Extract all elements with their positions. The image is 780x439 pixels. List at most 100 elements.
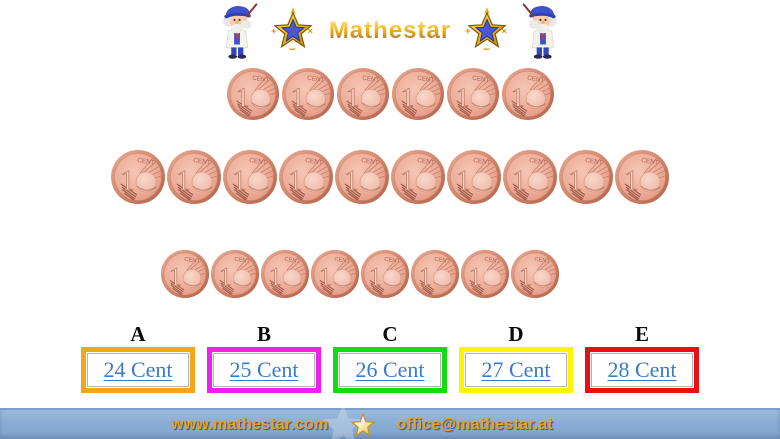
one-euro-cent-coin-icon: 1 CENT [447, 150, 501, 204]
svg-text:×: × [307, 26, 313, 37]
coin-numeral: 1 [288, 165, 303, 197]
math-star-logo-icon: + × − [271, 7, 313, 55]
coin-inscription: CENT [417, 157, 436, 167]
one-euro-cent-coin-icon: 1 CENT [510, 249, 560, 299]
coin-inscription: CENT [534, 257, 551, 265]
one-euro-cent-coin-icon: 1 CENT [360, 249, 410, 299]
coin-numeral: 1 [176, 165, 191, 197]
option-letter: C [382, 322, 398, 346]
one-euro-cent-coin-icon: 1 CENT [167, 150, 221, 204]
coin-numeral: 1 [455, 83, 469, 114]
one-euro-cent-coin-icon: 1 CENT [559, 150, 613, 204]
coin-numeral: 1 [232, 165, 247, 197]
coin-row-2: 1 CENT 1 CENT [110, 149, 670, 205]
option-label: 27 Cent [481, 357, 551, 382]
one-euro-cent-coin-icon: 1 CENT [281, 67, 334, 121]
header: + × − Mathestar + × − [0, 0, 780, 59]
option-box[interactable]: 28 Cent [585, 347, 699, 393]
svg-text:+: + [465, 26, 471, 37]
coin-inscription: CENT [641, 157, 660, 167]
coin-inscription: CENT [137, 157, 156, 167]
one-euro-cent-coin-icon: 1 CENT [223, 150, 277, 204]
coin-numeral: 1 [456, 165, 471, 197]
wizard-right-icon [522, 3, 558, 59]
coin-numeral: 1 [469, 263, 482, 292]
coin-numeral: 1 [369, 263, 382, 292]
coin-numeral: 1 [400, 83, 414, 114]
coin-inscription: CENT [473, 157, 492, 167]
coin-inscription: CENT [384, 257, 401, 265]
wizard-left-icon [222, 3, 258, 59]
one-euro-cent-coin-icon: 1 CENT [335, 150, 389, 204]
answer-option-D: D 27 Cent [459, 323, 573, 393]
coin-numeral: 1 [512, 165, 527, 197]
one-euro-cent-coin-icon: 1 CENT [446, 67, 499, 121]
coin-numeral: 1 [510, 83, 524, 114]
one-euro-cent-coin-icon: 1 CENT [260, 249, 310, 299]
star-watermark-icon [321, 403, 365, 439]
coin-inscription: CENT [184, 257, 201, 265]
one-euro-cent-coin-icon: 1 CENT [410, 249, 460, 299]
footer-content: www.mathestar.com office@mathestar.at [171, 412, 553, 437]
coin-inscription: CENT [249, 157, 268, 167]
coin-numeral: 1 [319, 263, 332, 292]
one-euro-cent-coin-icon: 1 CENT [210, 249, 260, 299]
option-letter: D [508, 322, 524, 346]
one-euro-cent-coin-icon: 1 CENT [615, 150, 669, 204]
one-euro-cent-coin-icon: 1 CENT [279, 150, 333, 204]
one-euro-cent-coin-icon: 1 CENT [160, 249, 210, 299]
option-label: 28 Cent [607, 357, 677, 382]
svg-text:−: − [289, 44, 296, 55]
one-euro-cent-coin-icon: 1 CENT [503, 150, 557, 204]
one-euro-cent-coin-icon: 1 CENT [226, 67, 279, 121]
coin-inscription: CENT [251, 75, 269, 85]
option-label: 26 Cent [355, 357, 425, 382]
coin-numeral: 1 [624, 165, 639, 197]
answer-option-C: C 26 Cent [333, 323, 447, 393]
math-star-logo-icon: + × − [465, 7, 508, 55]
one-euro-cent-coin-icon: 1 CENT [310, 249, 360, 299]
option-letter: E [634, 322, 649, 346]
coin-inscription: CENT [585, 157, 604, 167]
coin-numeral: 1 [120, 165, 135, 197]
coin-inscription: CENT [306, 75, 324, 85]
option-box[interactable]: 26 Cent [333, 347, 447, 393]
coin-inscription: CENT [361, 157, 380, 167]
coin-inscription: CENT [284, 257, 301, 265]
coin-inscription: CENT [434, 257, 451, 265]
option-letter: A [130, 322, 146, 346]
one-euro-cent-coin-icon: 1 CENT [391, 150, 445, 204]
coin-numeral: 1 [169, 263, 182, 292]
coin-inscription: CENT [526, 75, 544, 85]
coin-inscription: CENT [334, 257, 351, 265]
one-euro-cent-coin-icon: 1 CENT [391, 67, 444, 121]
coin-inscription: CENT [416, 75, 434, 85]
option-box[interactable]: 25 Cent [207, 347, 321, 393]
option-label: 24 Cent [103, 357, 173, 382]
footer-bar: www.mathestar.com office@mathestar.at [0, 403, 780, 439]
coin-numeral: 1 [344, 165, 359, 197]
svg-text:−: − [483, 44, 490, 55]
coin-inscription: CENT [529, 157, 548, 167]
coin-inscription: CENT [484, 257, 501, 265]
coin-inscription: CENT [361, 75, 379, 85]
svg-text:×: × [502, 26, 508, 37]
coin-inscription: CENT [234, 257, 251, 265]
star-icon [350, 412, 375, 437]
answer-option-B: B 25 Cent [207, 323, 321, 393]
option-box[interactable]: 24 Cent [81, 347, 195, 393]
one-euro-cent-coin-icon: 1 CENT [111, 150, 165, 204]
one-euro-cent-coin-icon: 1 CENT [460, 249, 510, 299]
coin-rows: 1 CENT 1 CENT [0, 67, 780, 299]
coin-numeral: 1 [419, 263, 432, 292]
coin-numeral: 1 [568, 165, 583, 197]
coin-inscription: CENT [305, 157, 324, 167]
coin-inscription: CENT [471, 75, 489, 85]
option-box[interactable]: 27 Cent [459, 347, 573, 393]
email-link[interactable]: office@mathestar.at [396, 415, 553, 433]
coin-numeral: 1 [290, 83, 304, 114]
one-euro-cent-coin-icon: 1 CENT [501, 67, 554, 121]
website-link[interactable]: www.mathestar.com [171, 415, 329, 433]
svg-text:+: + [271, 26, 277, 37]
